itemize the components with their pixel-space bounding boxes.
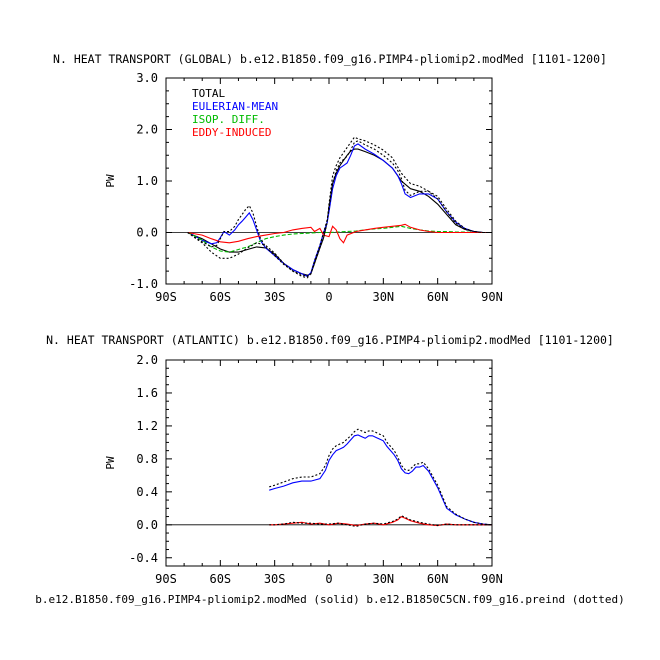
y-tick-label: 3.0 [136,71,158,85]
x-tick-label: 90N [481,572,503,586]
x-tick-label: 0 [325,290,332,304]
x-tick-label: 60S [209,572,231,586]
series-line-isop-diff [187,225,492,253]
series-line-eulerian-mean [269,434,493,526]
x-tick-label: 30S [264,572,286,586]
x-tick-label: 60N [427,290,449,304]
y-tick-label: -1.0 [129,277,158,291]
y-tick-label: 1.0 [136,174,158,188]
x-tick-label: 60N [427,572,449,586]
series-line-eulerian-mean [187,143,492,277]
x-tick-label: 60S [209,290,231,304]
y-axis-label: PW [104,456,117,470]
legend-entry: ISOP. DIFF. [192,113,265,126]
series-line-total-preind-dotted [187,136,492,277]
legend-entry: EDDY-INDUCED [192,126,271,139]
y-axis-label: PW [104,174,117,188]
x-axis-label: b.e12.B1850.f09_g16.PIMP4-pliomip2.modMe… [35,593,624,606]
y-tick-label: 1.2 [136,419,158,433]
y-tick-label: 2.0 [136,353,158,367]
series-line-eulerian-mean-preind-dotted [269,428,493,526]
x-tick-label: 90S [155,572,177,586]
plot-frame [165,359,493,567]
x-tick-label: 30N [372,290,394,304]
y-tick-label: -0.4 [129,551,158,565]
x-tick-label: 90S [155,290,177,304]
y-tick-label: 0.4 [136,485,158,499]
y-tick-label: 0.8 [136,452,158,466]
y-tick-label: 0.0 [136,226,158,240]
legend-entry: TOTAL [192,87,225,100]
y-tick-label: 1.6 [136,386,158,400]
series-line-eddy-induced-preind-dotted [269,515,492,527]
chart-title: N. HEAT TRANSPORT (ATLANTIC) b.e12.B1850… [46,333,614,347]
y-tick-label: 2.0 [136,123,158,137]
legend-entry: EULERIAN-MEAN [192,100,278,113]
y-tick-label: 0.0 [136,518,158,532]
x-tick-label: 90N [481,290,503,304]
series-line-eddy-induced [187,223,492,244]
x-tick-label: 0 [325,572,332,586]
series-line-eulerian-mean-preind-dotted [187,140,492,279]
x-tick-label: 30N [372,572,394,586]
chart-title: N. HEAT TRANSPORT (GLOBAL) b.e12.B1850.f… [53,52,607,66]
x-tick-label: 30S [264,290,286,304]
atlantic-heat-transport-panel: N. HEAT TRANSPORT (ATLANTIC) b.e12.B1850… [35,333,624,606]
global-heat-transport-panel: N. HEAT TRANSPORT (GLOBAL) b.e12.B1850.f… [53,52,607,304]
